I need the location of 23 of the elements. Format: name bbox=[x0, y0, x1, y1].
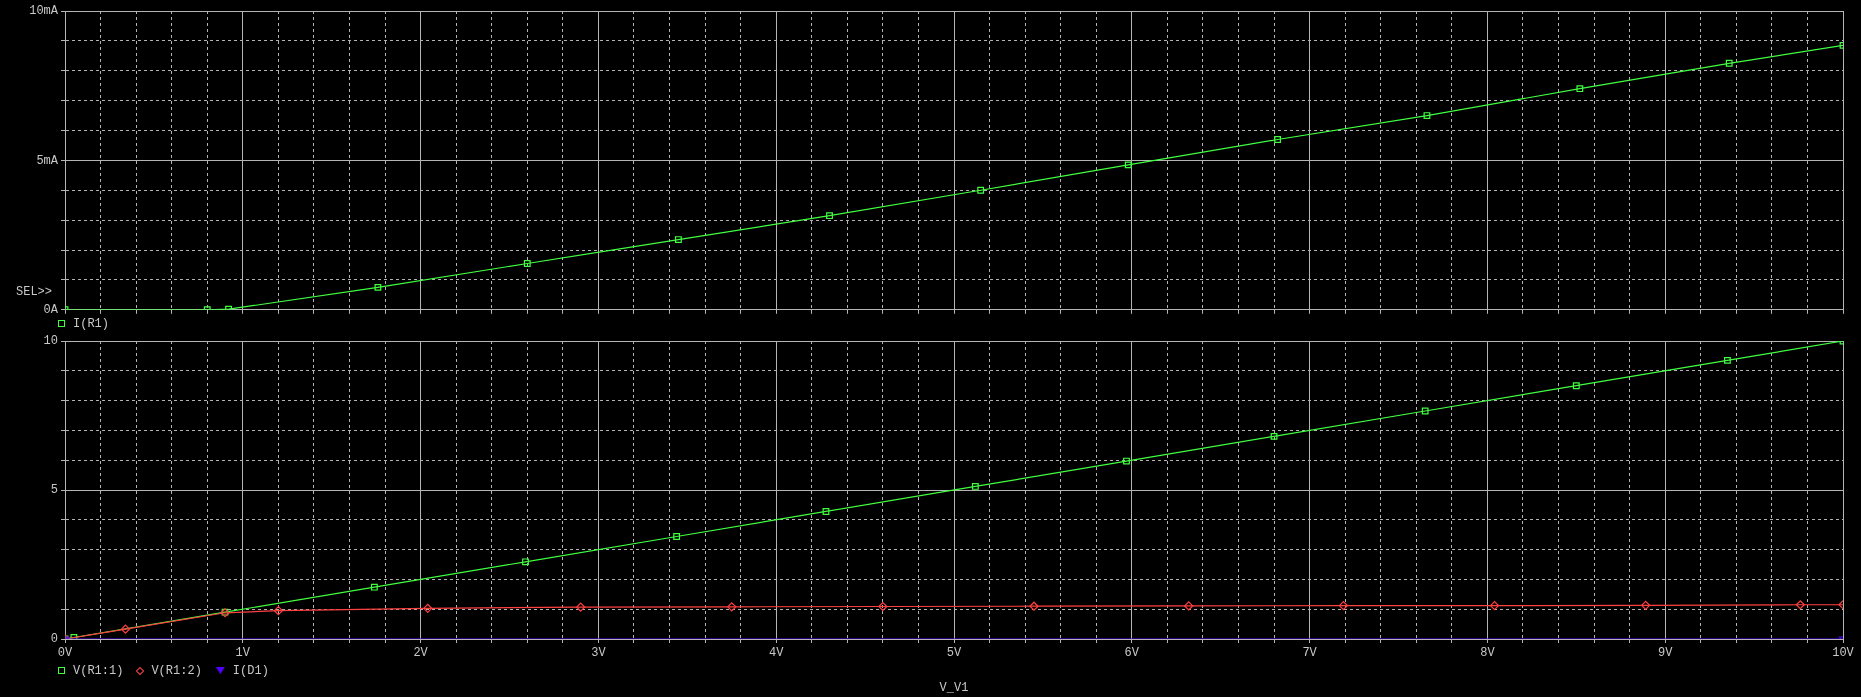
x-axis-title: V_V1 bbox=[939, 681, 969, 695]
text: SEL>> bbox=[16, 285, 53, 299]
legend-label: V(R1:2) bbox=[150, 664, 202, 678]
x-tick-label: 6V bbox=[1124, 646, 1140, 661]
x-tick-label: 2V bbox=[413, 646, 429, 661]
x-tick-label: 10V bbox=[1832, 646, 1855, 661]
x-tick-label: 0V bbox=[57, 646, 73, 661]
x-tick-label: 5V bbox=[946, 646, 962, 661]
legend-label: I(D1) bbox=[231, 664, 269, 678]
legend-label: V(R1:1) bbox=[72, 664, 124, 678]
legend-label: I(R1) bbox=[72, 317, 110, 331]
y-tick-label: 10mA bbox=[29, 4, 59, 19]
x-tick-label: 9V bbox=[1658, 646, 1674, 661]
x-tick-label: 4V bbox=[769, 646, 785, 661]
y-tick-label: 5 bbox=[50, 483, 58, 498]
x-tick-label: 3V bbox=[591, 646, 607, 661]
x-tick-label: 1V bbox=[235, 646, 251, 661]
y-tick-label: 0A bbox=[43, 302, 59, 317]
y-tick-label: 5mA bbox=[36, 153, 59, 168]
y-tick-label: 0 bbox=[50, 632, 58, 647]
x-tick-label: 7V bbox=[1302, 646, 1318, 661]
y-tick-label: 10 bbox=[43, 334, 58, 349]
x-tick-label: 8V bbox=[1480, 646, 1496, 661]
